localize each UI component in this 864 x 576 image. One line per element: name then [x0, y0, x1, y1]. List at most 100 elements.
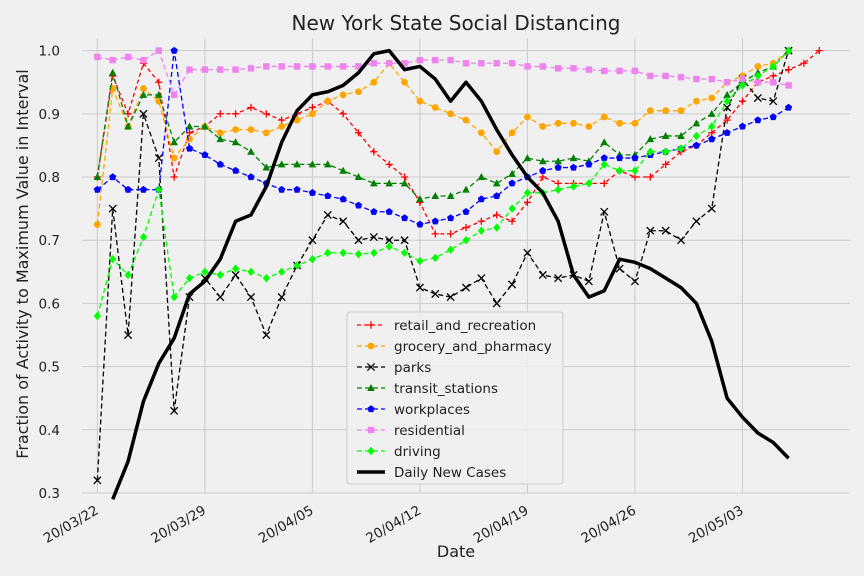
- series-daily-new-cases: [111, 48, 790, 500]
- data-point: [508, 169, 516, 177]
- data-point: [170, 91, 178, 99]
- data-point: [769, 113, 777, 121]
- data-point: [323, 160, 332, 168]
- y-tick-label: 0.8: [39, 170, 60, 186]
- data-point: [631, 154, 639, 162]
- data-point: [385, 236, 394, 245]
- data-point: [247, 126, 255, 134]
- data-point: [492, 179, 501, 187]
- data-point: [124, 185, 132, 193]
- legend-marker: [367, 342, 375, 350]
- data-point: [631, 67, 639, 75]
- data-point: [631, 166, 639, 175]
- series-line: [96, 50, 790, 200]
- data-point: [462, 236, 470, 245]
- data-point: [477, 129, 485, 137]
- data-point: [784, 103, 793, 111]
- legend-item: driving: [357, 444, 441, 460]
- data-point: [293, 160, 301, 168]
- data-point: [154, 154, 163, 163]
- data-point: [185, 144, 194, 152]
- data-point: [784, 46, 793, 55]
- series-line: [111, 48, 790, 500]
- data-point: [231, 138, 240, 146]
- data-point: [662, 147, 670, 156]
- legend-item: Daily New Cases: [357, 465, 506, 481]
- data-point: [216, 135, 225, 143]
- data-point: [247, 267, 255, 277]
- data-point: [723, 128, 731, 136]
- data-point: [661, 131, 670, 139]
- data-point: [431, 253, 439, 263]
- data-point: [738, 81, 747, 90]
- data-point: [462, 223, 470, 232]
- data-point: [523, 198, 532, 206]
- series-line: [96, 50, 789, 225]
- data-point: [723, 90, 731, 98]
- data-point: [769, 97, 778, 106]
- data-point: [661, 226, 670, 235]
- series-line: [96, 50, 820, 235]
- data-point: [231, 166, 240, 174]
- data-point: [493, 211, 501, 219]
- data-point: [630, 277, 640, 286]
- data-point: [385, 160, 393, 168]
- data-point: [140, 85, 147, 92]
- data-point: [585, 160, 593, 168]
- data-point: [139, 90, 148, 98]
- data-point: [277, 160, 286, 168]
- data-point: [554, 65, 562, 72]
- data-point: [493, 192, 501, 200]
- data-point: [401, 78, 408, 86]
- data-point: [477, 217, 485, 225]
- data-point: [432, 56, 439, 64]
- data-point: [216, 270, 224, 280]
- data-point: [216, 110, 224, 118]
- data-point: [262, 273, 270, 283]
- data-point: [277, 293, 286, 302]
- series-residential: [94, 47, 792, 99]
- data-point: [784, 65, 793, 74]
- data-point: [692, 141, 701, 149]
- data-point: [692, 217, 701, 226]
- data-point: [400, 248, 409, 258]
- data-point: [93, 185, 101, 193]
- data-point: [754, 63, 762, 70]
- data-point: [815, 47, 823, 55]
- data-point: [524, 113, 531, 121]
- data-point: [600, 160, 608, 169]
- data-point: [354, 249, 363, 259]
- data-point: [94, 53, 101, 61]
- data-point: [231, 270, 240, 280]
- data-point: [339, 91, 347, 99]
- data-point: [692, 119, 701, 127]
- data-point: [477, 173, 486, 181]
- data-point: [569, 182, 578, 191]
- data-point: [708, 94, 716, 102]
- data-point: [461, 283, 471, 292]
- data-point: [447, 230, 455, 238]
- data-point: [538, 270, 547, 280]
- data-point: [354, 173, 363, 181]
- data-point: [416, 256, 424, 266]
- data-point: [738, 122, 747, 130]
- legend-marker: [367, 426, 375, 434]
- data-point: [354, 201, 363, 209]
- data-point: [232, 264, 240, 273]
- legend-label: workplaces: [394, 402, 470, 418]
- legend-item: workplaces: [357, 402, 470, 418]
- data-point: [370, 207, 378, 215]
- data-point: [600, 179, 608, 187]
- data-point: [646, 173, 654, 181]
- data-point: [262, 110, 270, 118]
- data-point: [677, 131, 685, 139]
- data-point: [662, 160, 670, 168]
- data-point: [124, 330, 133, 340]
- data-point: [370, 60, 378, 67]
- series-line: [96, 50, 790, 317]
- data-point: [293, 63, 301, 70]
- data-point: [524, 63, 531, 70]
- legend-label: transit_stations: [394, 381, 498, 397]
- data-point: [139, 109, 148, 118]
